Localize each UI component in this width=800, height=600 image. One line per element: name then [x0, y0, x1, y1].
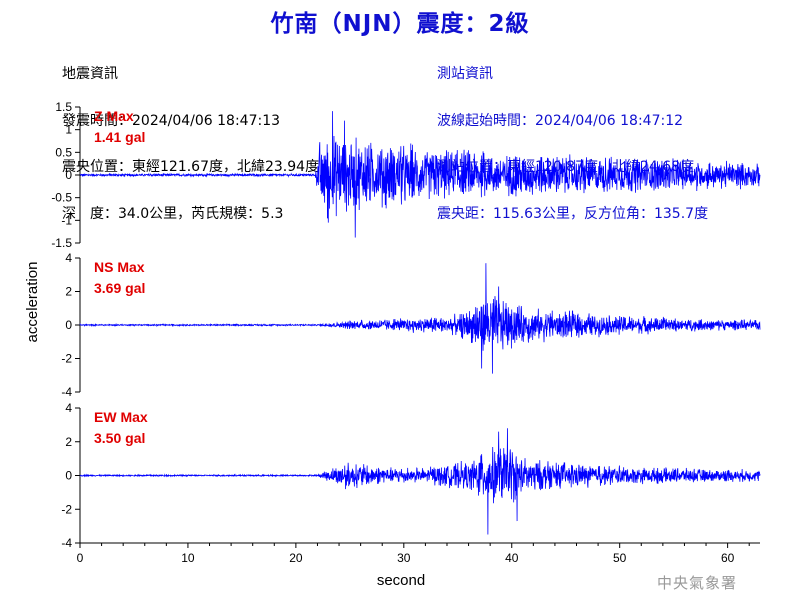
x-tick-label: 50: [613, 551, 627, 565]
depth-magnitude: 深 度：34.0公里，芮氏規模：5.3: [62, 205, 284, 222]
station-info-heading: 測站資訊: [437, 66, 493, 82]
agency-credit: 中央氣象署: [657, 574, 738, 592]
chart-title: 竹南（NJN）震度：2級: [270, 11, 530, 37]
y-tick-label: -1: [61, 213, 72, 227]
panel-z: 1.5 1 0.5 0 -0.5 -1 -1.5 Z Max 1.41 gal: [51, 100, 761, 250]
x-tick-label: 40: [505, 551, 519, 565]
x-tick-label: 10: [181, 551, 195, 565]
y-tick-label: 0: [65, 168, 72, 182]
y-tick-label: 4: [65, 251, 72, 265]
station-location: 測站位置：東經120.87度，北緯24.68度: [437, 159, 695, 175]
panel-max-label: NS Max: [94, 259, 145, 275]
x-tick-label: 20: [289, 551, 303, 565]
y-tick-label: 2: [65, 435, 72, 449]
y-tick-label: 0.5: [55, 145, 72, 159]
epicentral-distance: 震央距：115.63公里，反方位角：135.7度: [437, 205, 709, 222]
y-tick-label: -0.5: [51, 191, 72, 205]
waveform-trace: [79, 263, 761, 374]
x-tick-label: 60: [721, 551, 735, 565]
station-info: 測站資訊 波線起始時間：2024/04/06 18:47:12 測站位置：東經1…: [437, 36, 708, 238]
x-tick-label: 0: [77, 551, 84, 565]
wave-onset-time: 波線起始時間：2024/04/06 18:47:12: [437, 112, 684, 129]
y-tick-label: 1.5: [55, 100, 72, 114]
panel-ew: 4 2 0 -2 -4 EW Max 3.50 gal: [61, 401, 761, 550]
panel-max-value: 3.50 gal: [94, 430, 145, 446]
panel-ns: 4 2 0 -2 -4 NS Max 3.69 gal: [61, 251, 761, 399]
epicenter-location: 震央位置：東經121.67度，北緯23.94度: [62, 159, 320, 175]
y-tick-label: -2: [61, 352, 72, 366]
waveform-trace: [79, 428, 761, 535]
y-axis-title: acceleration: [24, 262, 41, 343]
y-tick-label: -1.5: [51, 236, 72, 250]
y-tick-label: 2: [65, 285, 72, 299]
y-tick-label: 0: [65, 318, 72, 332]
quake-info: 地震資訊 發震時間：2024/04/06 18:47:13 震央位置：東經121…: [62, 36, 319, 238]
quake-info-heading: 地震資訊: [62, 66, 118, 82]
y-tick-label: 1: [65, 123, 72, 137]
y-tick-label: 4: [65, 401, 72, 415]
waveform-trace: [79, 111, 761, 238]
x-axis-title: second: [377, 572, 425, 589]
panel-max-value: 1.41 gal: [94, 129, 145, 145]
panel-max-value: 3.69 gal: [94, 280, 145, 296]
panel-max-label: EW Max: [94, 409, 148, 425]
panel-max-label: Z Max: [94, 108, 134, 124]
x-tick-label: 30: [397, 551, 411, 565]
y-tick-label: -2: [61, 502, 72, 516]
y-tick-label: -4: [61, 385, 72, 399]
origin-time: 發震時間：2024/04/06 18:47:13: [62, 112, 281, 129]
y-tick-label: 0: [65, 469, 72, 483]
y-tick-label: -4: [61, 536, 72, 550]
